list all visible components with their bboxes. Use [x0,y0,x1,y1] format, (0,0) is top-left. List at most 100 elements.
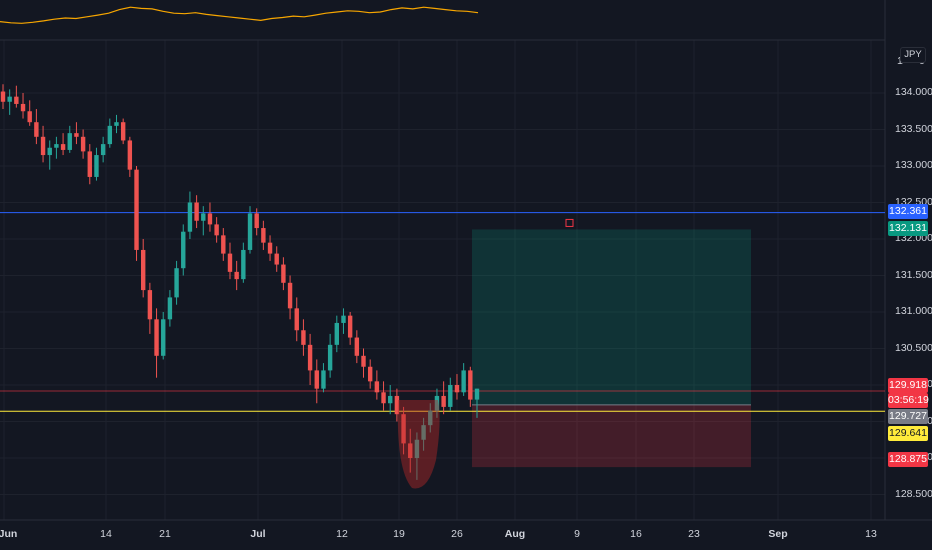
candle-body [267,242,273,254]
price-tag-last-price: 129.918 [888,378,928,393]
price-tick-label: 131.500 [895,268,932,281]
candle-body [127,140,133,170]
price-tick-label: 130.500 [895,341,932,354]
candle-body [207,213,213,225]
time-label: 23 [688,528,700,540]
time-label: 14 [100,528,112,540]
candle-body [34,122,39,137]
candle-body [74,133,79,137]
candle-body [274,253,279,265]
candle-body [434,395,440,411]
time-label: Sep [768,528,788,540]
candle-body [448,385,453,407]
candle-body [367,366,373,382]
candle-body [120,122,126,141]
candle-body [361,355,366,367]
candle-body [60,144,66,150]
price-tick-label: 131.000 [895,305,932,317]
candle-body [167,297,173,320]
price-tag-take-profit: 132.131 [888,221,928,236]
price-tick-label: 134.000 [895,86,932,98]
candle-body [374,381,380,393]
candle-body [421,425,426,440]
candle-body [14,96,19,104]
candle-body [401,414,406,444]
candle-body [381,392,386,404]
candle-body [254,213,259,229]
candle-body [247,213,253,250]
candle-body [414,439,420,458]
candle-body [0,91,6,102]
horizontal-lines [0,212,885,412]
position-tool [472,229,751,468]
highlight-shape [397,400,440,489]
time-label: Jun [0,528,18,540]
candle-body [408,443,413,458]
candle-body [468,370,473,400]
price-tag-countdown: 03:56:19 [888,393,929,408]
candle-body [287,282,293,309]
candlesticks [0,84,480,480]
candle-body [261,228,266,243]
candle-body [428,410,433,426]
candle-body [107,125,113,145]
candle-body [7,96,12,102]
candle-body [154,319,159,356]
time-label: 13 [865,528,877,540]
currency-label[interactable]: JPY [900,47,926,63]
candle-body [454,385,460,393]
candle-body [461,370,466,393]
candle-body [307,344,313,371]
price-tick-label: 128.500 [895,487,932,500]
time-label: Aug [504,528,526,540]
candle-body [321,370,326,389]
candle-body [20,103,26,112]
candle-body [294,308,299,331]
candle-body [100,144,106,156]
time-label: Jul [250,528,266,540]
price-tag-entry: 129.727 [888,409,928,424]
candle-body [194,202,199,221]
candle-body [327,344,333,371]
candle-body [334,322,340,345]
loss-zone [472,404,751,468]
price-axis[interactable]: 1 0 [885,0,932,520]
time-label: 26 [451,528,463,540]
candle-body [301,330,306,345]
candle-body [114,122,119,126]
candle-body [227,253,233,272]
candle-body [394,395,400,415]
candle-body [140,249,146,291]
indicator-scale-label: 1 [897,55,903,67]
candle-body [40,136,46,156]
time-label: 9 [574,528,580,540]
candle-body [54,144,59,148]
candle-body [221,235,226,254]
price-tag-yellow-line: 129.641 [888,426,928,441]
candle-body [354,337,360,356]
candle-body [94,155,99,177]
candle-body [134,169,139,250]
candle-body [214,224,219,236]
time-label: 19 [393,528,405,540]
profit-zone [472,229,751,405]
indicator-line [0,6,479,24]
flag-icon [565,218,574,227]
candle-body [281,264,286,283]
candle-body [474,388,480,400]
candle-body [87,151,92,177]
price-tick-label: 133.500 [895,122,932,135]
candle-body [314,370,319,389]
price-tick-label: 133.000 [895,159,932,171]
candle-body [174,268,179,298]
grid-layer [0,0,932,521]
candle-body [388,395,393,404]
candle-body [234,271,239,280]
candle-body [47,147,52,156]
price-tag-blue-line: 132.361 [888,204,928,219]
candle-body [67,133,72,150]
candle-body [161,319,166,356]
candle-body [241,249,246,280]
